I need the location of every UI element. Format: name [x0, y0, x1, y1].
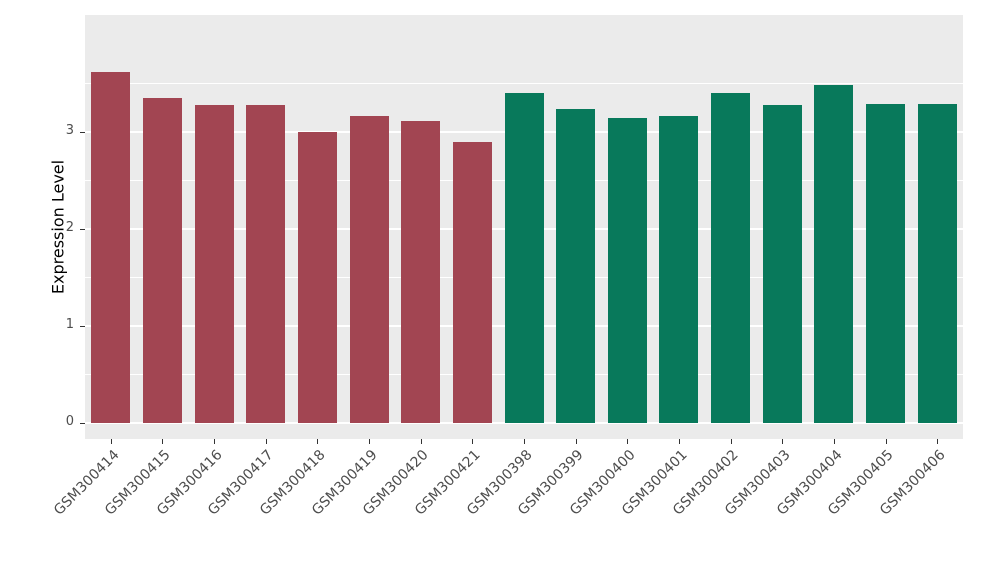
x-tick-mark	[937, 439, 939, 444]
y-tick-mark	[80, 423, 85, 424]
bar	[349, 115, 389, 423]
x-tick-mark	[369, 439, 371, 444]
x-tick-mark	[678, 439, 680, 444]
bar	[711, 93, 751, 423]
x-tick-mark	[885, 439, 887, 444]
bar	[504, 93, 544, 423]
plot-panel	[85, 15, 963, 439]
bar	[91, 71, 131, 423]
bar	[917, 103, 957, 423]
bar	[246, 104, 286, 423]
y-tick-label: 1	[65, 317, 74, 332]
bar	[452, 141, 492, 423]
y-tick-label: 3	[65, 123, 74, 138]
bar	[297, 132, 337, 423]
gridline-major	[85, 422, 963, 424]
y-tick-label: 2	[65, 220, 74, 235]
x-tick-mark	[317, 439, 319, 444]
x-tick-mark	[627, 439, 629, 444]
x-tick-mark	[110, 439, 112, 444]
bar	[659, 116, 699, 423]
y-tick-mark	[80, 229, 85, 230]
x-tick-mark	[265, 439, 267, 444]
bar	[401, 121, 441, 423]
x-tick-mark	[730, 439, 732, 444]
x-tick-mark	[472, 439, 474, 444]
bar	[762, 104, 802, 423]
bar	[142, 98, 182, 423]
y-tick-mark	[80, 132, 85, 133]
x-tick-mark	[214, 439, 216, 444]
x-tick-mark	[420, 439, 422, 444]
gridline-minor	[85, 82, 963, 84]
x-tick-mark	[575, 439, 577, 444]
x-tick-mark	[833, 439, 835, 444]
bar	[556, 108, 596, 423]
bar	[607, 118, 647, 423]
y-tick-label: 0	[65, 414, 74, 429]
y-tick-mark	[80, 326, 85, 327]
bar	[194, 104, 234, 423]
x-tick-mark	[524, 439, 525, 444]
bar	[814, 85, 854, 423]
x-tick-mark	[782, 439, 784, 444]
x-tick-mark	[162, 439, 164, 444]
bar	[866, 103, 906, 423]
